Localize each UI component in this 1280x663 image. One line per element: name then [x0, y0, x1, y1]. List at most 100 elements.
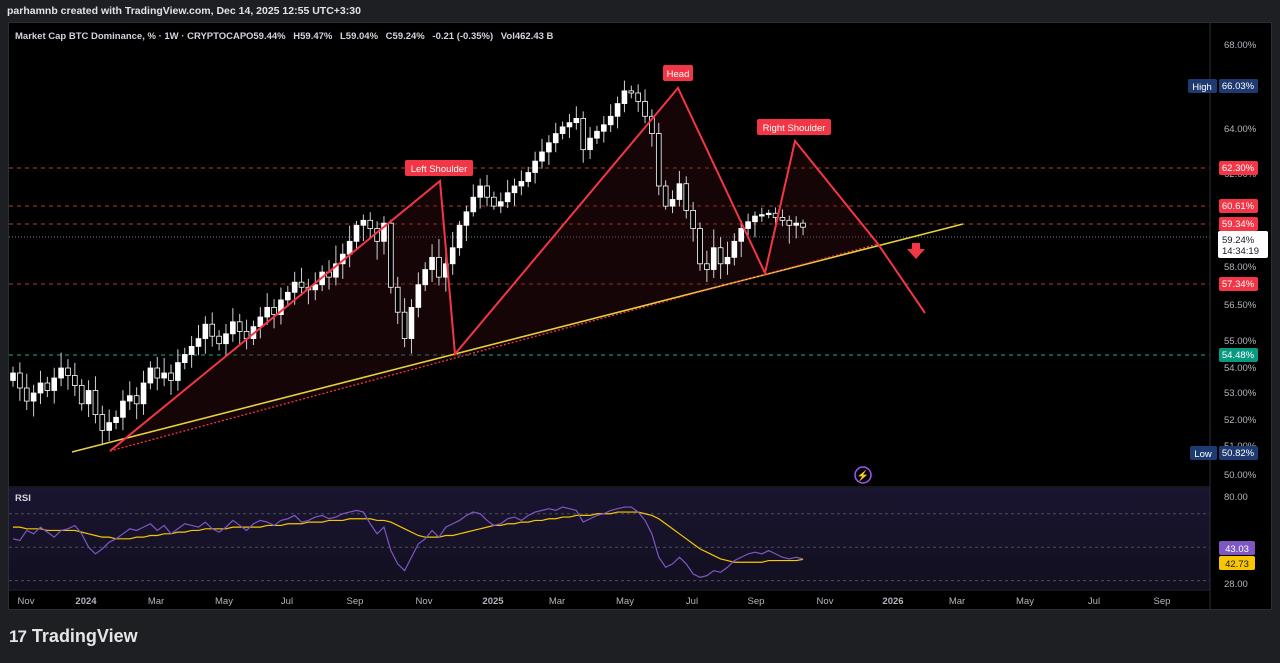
tradingview-logo[interactable]: 17 TradingView	[9, 626, 138, 647]
time-tick-label: May	[1016, 596, 1034, 607]
candle-body	[662, 185, 669, 207]
candle-body	[360, 219, 367, 226]
level-badge-bg	[1219, 199, 1258, 213]
tradingview-wordmark: TradingView	[31, 626, 138, 646]
legend-change: -0.21 (-0.35%)	[432, 31, 493, 42]
rsi-ma-value: 42.73	[1225, 559, 1249, 570]
time-tick-label: Mar	[549, 596, 565, 607]
candle	[209, 312, 216, 347]
candle	[539, 138, 545, 169]
candle	[786, 215, 793, 244]
candle	[704, 250, 710, 282]
candle-body	[126, 395, 133, 402]
level-badge: 57.34%	[1222, 279, 1255, 290]
candle-body	[614, 103, 621, 117]
candle	[580, 111, 587, 163]
candle	[175, 349, 181, 391]
annotation-bg	[405, 160, 473, 176]
candle	[676, 170, 683, 207]
legend-open: O59.44%	[246, 31, 286, 42]
candle	[724, 241, 731, 275]
candle	[236, 313, 243, 346]
tradingview-mark-icon: 17	[9, 626, 27, 646]
legend-high: H59.47%	[293, 31, 333, 42]
candle-body	[230, 321, 236, 335]
candle	[779, 209, 786, 227]
candle	[257, 307, 264, 339]
candle-body	[752, 215, 758, 223]
candle-body	[30, 392, 37, 402]
candle-body	[298, 281, 305, 288]
current-price: 59.24%	[1222, 235, 1255, 246]
time-tick-label: 2026	[882, 596, 903, 607]
candle-body	[51, 377, 58, 391]
candle	[463, 206, 470, 242]
candle	[78, 379, 85, 411]
candle	[113, 410, 119, 430]
candle-body	[85, 390, 92, 405]
candle-body	[99, 414, 106, 431]
candle	[140, 370, 147, 415]
candle	[429, 244, 435, 282]
candle	[10, 366, 16, 387]
candle	[223, 323, 229, 357]
high-tag: High	[1192, 82, 1212, 93]
price-tick-label: 58.00%	[1224, 262, 1257, 273]
annotation-label: Head	[663, 65, 693, 81]
candle	[559, 121, 566, 140]
candle	[669, 190, 676, 214]
candle-body	[594, 130, 600, 139]
level-badge: 59.34%	[1222, 219, 1255, 230]
price-tick-label: 54.00%	[1224, 363, 1257, 374]
rsi-ma-value-bg	[1219, 556, 1255, 570]
price-tick-label: 56.50%	[1224, 300, 1257, 311]
candle-body	[491, 196, 497, 207]
level-badge-bg	[1219, 277, 1258, 291]
candle	[710, 229, 717, 278]
candle-body	[607, 115, 614, 126]
candle	[504, 179, 511, 208]
low-value-badge-bg	[1219, 446, 1258, 460]
candle	[683, 176, 690, 219]
candle-body	[676, 183, 683, 200]
chart-canvas[interactable]: Market Cap BTC Dominance, % · 1W · CRYPT…	[0, 0, 1280, 610]
candle	[230, 308, 236, 342]
chart-legend-ohlc: O59.44% H59.47% L59.04% C59.24% -0.21 (-…	[246, 31, 554, 42]
alert-icon[interactable]: ⚡	[854, 466, 872, 484]
time-tick-label: 2025	[482, 596, 504, 607]
candle-body	[278, 299, 284, 315]
candle	[449, 232, 456, 275]
candle	[546, 135, 552, 166]
high-value-badge-bg	[1219, 79, 1258, 93]
candle	[793, 216, 799, 239]
candle	[731, 233, 738, 266]
candle-body	[168, 372, 174, 381]
candle-body	[745, 221, 751, 229]
countdown: 14:34:19	[1222, 246, 1259, 257]
candle-body	[559, 126, 566, 134]
time-tick-label: 2024	[75, 596, 97, 607]
price-tick-label: 52.00%	[1224, 415, 1257, 426]
price-tick-label: 68.00%	[1224, 40, 1257, 51]
candle	[37, 370, 44, 405]
candle-body	[333, 263, 339, 278]
candle	[690, 201, 696, 242]
legend-low: L59.04%	[340, 31, 379, 42]
candle	[298, 267, 305, 296]
candle-body	[786, 219, 793, 226]
candle	[23, 373, 30, 411]
candle-body	[580, 118, 587, 151]
time-tick-label: Mar	[148, 596, 164, 607]
candle-body	[209, 323, 216, 337]
candle	[51, 367, 58, 404]
candle	[614, 96, 621, 129]
candle	[65, 359, 71, 390]
candle-body	[113, 416, 119, 423]
candle-body	[271, 306, 277, 315]
footer	[0, 610, 1280, 663]
candle	[470, 184, 477, 217]
candle-body	[525, 172, 532, 182]
candle-body	[10, 372, 16, 381]
candle	[312, 272, 319, 301]
candle-body	[601, 124, 607, 132]
